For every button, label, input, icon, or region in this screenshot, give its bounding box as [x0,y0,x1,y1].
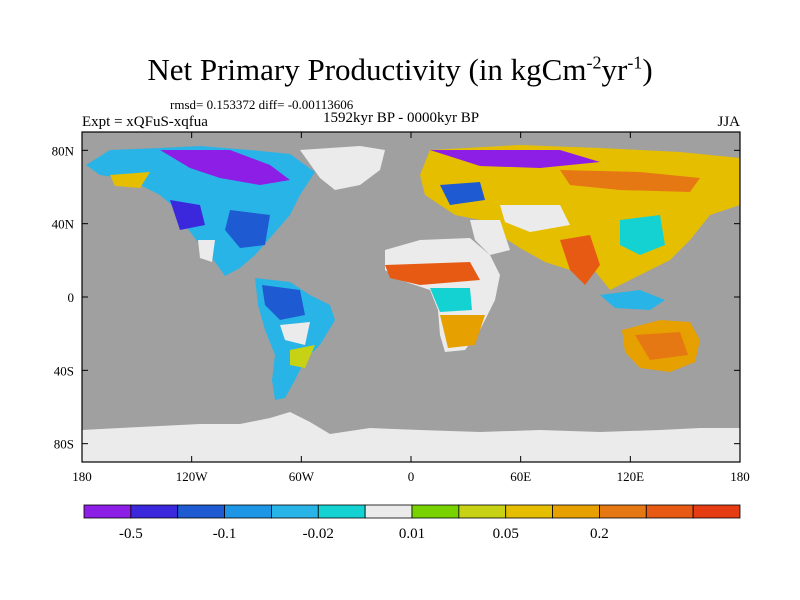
colorbar-label: 0.05 [493,526,519,542]
colorbar: -0.5 -0.1 -0.02 0.01 0.05 0.2 [83,504,741,542]
model-field [82,145,740,462]
experiment-label: Expt = xQFuS-xqfua [82,114,208,130]
europe-region [440,182,485,205]
pampas-region [290,345,315,368]
mexico-desert-region [198,240,215,262]
chart-title: Net Primary Productivity (in kgCm-2yr-1) [147,52,653,87]
colorbar-label: -0.1 [213,526,237,542]
colorbar-box [692,504,741,519]
maritime-se-asia [600,290,665,310]
alaska-region [110,172,150,188]
period-label: 1592kyr BP - 0000kyr BP [323,110,480,126]
rmsd-diff-stats: rmsd= 0.153372 diff= -0.00113606 [170,97,354,112]
colorbar-box [224,504,272,519]
colorbar-box [317,504,366,519]
southern-africa-region [440,315,485,348]
colorbar-box [411,504,460,519]
colorbar-label: -0.02 [303,526,334,542]
rockies-region [170,200,205,230]
colorbar-box [599,504,647,519]
eastern-usa-region [225,210,270,248]
y-tick-label: 80N [52,143,75,158]
australia-interior-region [635,332,688,360]
colorbar-box [83,504,132,519]
y-tick-label: 40N [52,217,75,232]
colorbar-label: 0.2 [590,526,609,542]
colorbar-label: 0.01 [399,526,425,542]
antarctica-landmass [82,412,740,462]
x-tick-label: 120W [176,469,209,484]
congo-region [430,288,472,312]
india-region [560,235,600,285]
colorbar-box [458,504,507,519]
colorbar-box [505,504,553,519]
sahel-region [385,262,480,285]
x-axis: 180 120W 60W 0 60E 120E 180 [72,132,750,484]
x-tick-label: 120E [617,469,645,484]
colorbar-box [177,504,225,519]
east-asia-region [620,215,665,255]
x-tick-label: 180 [72,469,92,484]
y-tick-label: 80S [54,437,74,452]
amazon-region [262,285,305,320]
colorbar-box [271,504,319,519]
x-tick-label: 60E [510,469,531,484]
arabian-desert [470,220,510,255]
y-tick-label: 40S [54,363,74,378]
colorbar-box [364,504,413,519]
x-tick-label: 0 [408,469,415,484]
colorbar-label: -0.5 [119,526,143,542]
colorbar-box [645,504,694,519]
season-label: JJA [717,114,740,130]
central-asia-desert [500,205,570,232]
brazil-dry-region [280,322,310,345]
canadian-arctic-region [160,150,290,185]
colorbar-box [130,504,179,519]
x-tick-label: 180 [730,469,750,484]
colorbar-box [552,504,600,519]
siberian-coast-region [430,150,600,168]
y-tick-label: 0 [68,290,75,305]
y-axis: 80N 40N 0 40S 80S [52,143,740,452]
siberia-region [560,170,700,192]
x-tick-label: 60W [289,469,315,484]
greenland-icecap [300,146,385,190]
